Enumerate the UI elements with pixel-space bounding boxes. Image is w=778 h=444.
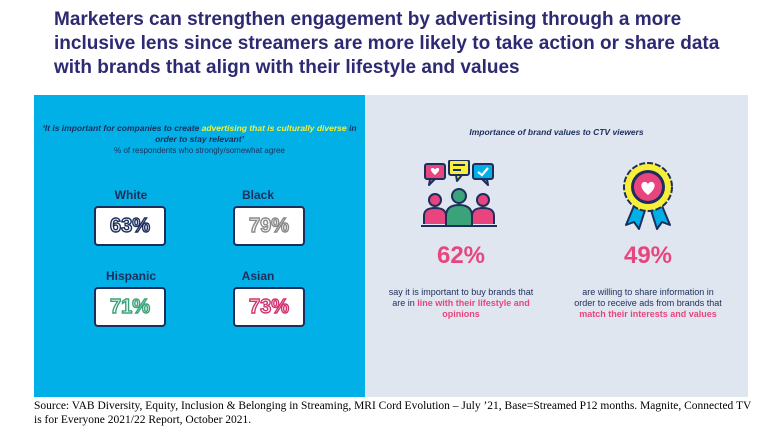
- page-title: Marketers can strengthen engagement by a…: [54, 9, 720, 78]
- stat-description-lifestyle: say it is important to buy brands that a…: [386, 287, 536, 320]
- quote-highlight: advertising that is culturally diverse: [201, 123, 347, 133]
- stat-value-share-info: 49%: [623, 242, 673, 269]
- brand-values-heading: Importance of brand values to CTV viewer…: [469, 127, 644, 137]
- group-value-asian: 73%: [233, 287, 305, 327]
- group-label-white: White: [114, 188, 148, 202]
- group-value-white: 63%: [94, 206, 166, 246]
- group-label-hispanic: Hispanic: [105, 269, 156, 283]
- stat-value-lifestyle: 62%: [436, 242, 486, 269]
- group-label-black: Black: [241, 188, 275, 202]
- award-ribbon-icon: [623, 162, 673, 230]
- brand-values-panel: Importance of brand values to CTV viewer…: [365, 95, 748, 397]
- group-value-black: 79%: [233, 206, 305, 246]
- culturally-diverse-panel: ‘It is important for companies to create…: [34, 95, 365, 397]
- stat-text-share-info: are willing to share information in orde…: [574, 287, 722, 308]
- quote-text-end: in order to stay relevant’: [155, 123, 357, 144]
- stat-highlight-share-info: match their interests and values: [579, 309, 717, 319]
- group-value-hispanic: 71%: [94, 287, 166, 327]
- people-chat-icon: [421, 160, 497, 227]
- quote-text-start: ‘It is important for companies to create: [42, 123, 202, 133]
- source-note: Source: VAB Diversity, Equity, Inclusion…: [34, 400, 752, 426]
- group-label-asian: Asian: [241, 269, 275, 283]
- respondents-note: % of respondents who strongly/somewhat a…: [114, 146, 285, 155]
- stat-text-lifestyle: say it is important to buy brands that a…: [388, 287, 534, 308]
- stat-highlight-lifestyle: line with their lifestyle and opinions: [417, 298, 530, 319]
- survey-quote: ‘It is important for companies to create…: [34, 123, 365, 145]
- stat-description-share-info: are willing to share information in orde…: [573, 287, 723, 320]
